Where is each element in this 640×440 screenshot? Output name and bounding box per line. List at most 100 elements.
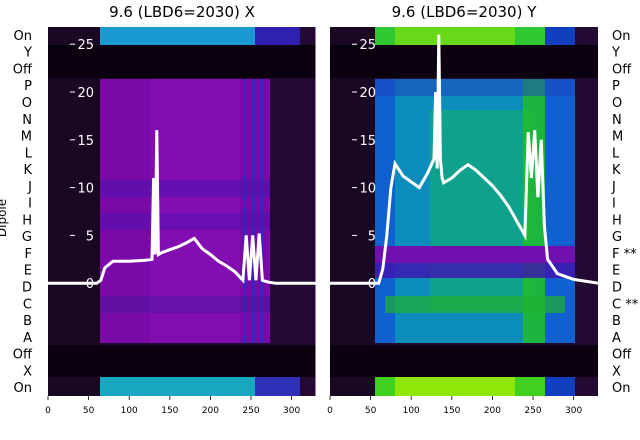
x-tick-label: 200 (202, 406, 219, 416)
row-label: Off (13, 348, 33, 363)
row-label: G (612, 230, 622, 245)
row-label: H (612, 213, 622, 228)
heatmap-top-band (100, 27, 300, 45)
row-label: J (611, 180, 616, 195)
x-tick-label: 200 (484, 406, 501, 416)
row-label: Y (611, 46, 620, 61)
y-tick-label: 20 (359, 86, 376, 101)
panel-x-title: 9.6 (LBD6=2030) X (109, 3, 255, 21)
row-label: E (612, 264, 620, 279)
x-tick-label: 300 (565, 406, 582, 416)
row-label: D (612, 280, 622, 295)
heatmap-row-shade (100, 296, 270, 313)
row-label: Off (612, 348, 632, 363)
row-label: C ** (612, 297, 639, 312)
x-tick-label: 250 (242, 406, 259, 416)
y-tick-label: 10 (359, 182, 376, 197)
heatmap-streak (243, 79, 246, 343)
row-label: A (612, 331, 621, 346)
row-label: On (612, 29, 630, 44)
row-label: P (612, 79, 620, 94)
x-tick-label: 100 (121, 406, 138, 416)
row-label: Y (23, 46, 32, 61)
panel-x-y-ticks: 0 5 10 15 20 25 (70, 38, 94, 292)
row-label: C (23, 297, 32, 312)
heatmap-dark-margin (48, 27, 103, 396)
heatmap-row-shade (100, 213, 270, 230)
heatmap-dark-band (330, 45, 598, 78)
heatmap-bottom-band-edge (395, 377, 515, 396)
row-label: E (24, 264, 32, 279)
row-label: O (612, 96, 622, 111)
x-tick-label: 150 (161, 406, 178, 416)
row-label: L (25, 146, 33, 161)
y-tick-label: 0 (368, 277, 376, 292)
row-label: Off (13, 62, 33, 77)
row-label: B (23, 314, 32, 329)
row-label: On (14, 29, 32, 44)
row-label: K (23, 163, 32, 178)
panel-x-line (48, 130, 316, 285)
row-label: F (25, 247, 32, 262)
row-label: Off (612, 62, 632, 77)
x-tick-label: 300 (283, 406, 300, 416)
panel-y-x-ticks: 0 50 100 150 200 250 300 (327, 396, 582, 416)
panel-y-y-ticks: 0 5 10 15 20 25 (352, 38, 376, 292)
heatmap-row-shade (375, 263, 575, 278)
row-label: N (22, 113, 32, 128)
x-tick-label: 50 (365, 406, 377, 416)
panel-x-x-ticks: 0 50 100 150 200 250 300 (45, 396, 300, 416)
row-label: H (22, 213, 32, 228)
heatmap-streak (252, 79, 255, 343)
heatmap-bottom-band-edge (545, 377, 575, 396)
row-label: B (612, 314, 621, 329)
row-label: K (612, 163, 621, 178)
heatmap-row-shade (385, 296, 565, 313)
heatmap-dark-band (330, 345, 598, 377)
row-label: On (612, 381, 630, 396)
row-label: M (612, 130, 623, 145)
row-label: On (14, 381, 32, 396)
x-tick-label: 150 (443, 406, 460, 416)
y-tick-label: 10 (77, 182, 94, 197)
row-label: L (612, 146, 620, 161)
heatmap-dark-band (48, 345, 316, 377)
row-label: J (27, 180, 32, 195)
panel-y-heatmap (330, 27, 598, 396)
row-label: D (22, 280, 32, 295)
x-tick-label: 250 (524, 406, 541, 416)
row-label: F ** (612, 247, 637, 262)
heatmap-row-shade (375, 246, 575, 263)
y-tick-label: 25 (77, 38, 94, 53)
y-tick-label: 15 (77, 134, 94, 149)
y-axis-label: Dipole (0, 199, 9, 237)
heatmap-dark-band (48, 45, 316, 78)
row-label: I (28, 197, 32, 212)
heatmap-row-shade (100, 180, 270, 197)
panel-x: 9.6 (LBD6=2030) X Dipole (0, 3, 317, 416)
panel-x-heatmap (48, 27, 316, 396)
row-label: A (23, 331, 32, 346)
heatmap-dark-margin (330, 27, 375, 396)
row-label: X (23, 364, 32, 379)
row-label: G (22, 230, 32, 245)
panel-y-line (330, 34, 598, 285)
heatmap-top-band-edge (255, 27, 300, 45)
y-tick-label: 5 (368, 229, 376, 244)
y-tick-label: 0 (86, 277, 94, 292)
heatmap-streak (260, 79, 263, 343)
row-label: X (612, 364, 621, 379)
heatmap-row-shade (375, 79, 575, 96)
x-tick-label: 0 (327, 406, 333, 416)
heatmap-bottom-band-edge (255, 377, 300, 396)
y-tick-label: 5 (86, 229, 94, 244)
heatmap-body-band (430, 110, 530, 310)
heatmap-bottom-band (100, 377, 300, 396)
y-tick-label: 25 (359, 38, 376, 53)
x-tick-label: 50 (83, 406, 95, 416)
heatmap-top-band-edge (395, 27, 515, 45)
